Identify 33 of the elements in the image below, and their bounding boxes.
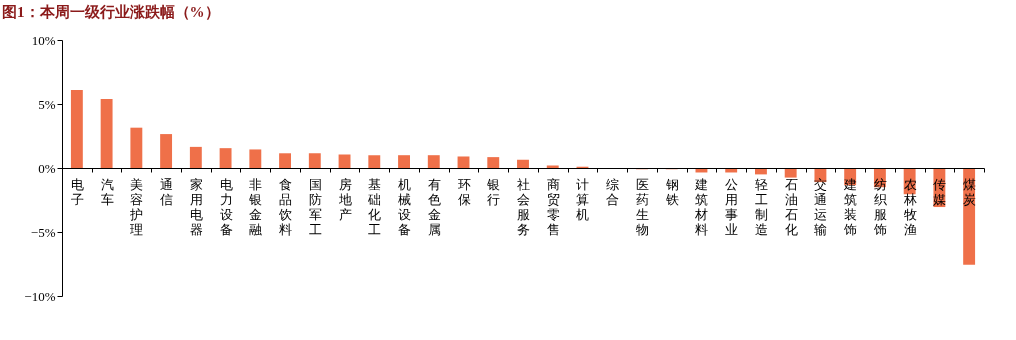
x-tick-label: 社会服务 — [517, 176, 530, 237]
x-tick-label: 电子 — [70, 176, 84, 207]
x-tick-label: 建筑材料 — [694, 176, 709, 237]
x-tick-label: 基础化工 — [367, 176, 382, 237]
x-tick-label: 环保 — [457, 176, 471, 207]
y-tick-label: 10% — [31, 32, 56, 48]
x-tick-label: 机械设备 — [398, 176, 412, 237]
y-tick-label: 5% — [38, 96, 56, 112]
x-tick-label: 公用事业 — [725, 176, 739, 237]
y-tick-label: −10% — [24, 288, 56, 304]
x-tick-label: 非银金融 — [248, 176, 263, 237]
x-tick-label: 国防军工 — [308, 176, 322, 237]
x-tick-label: 有色金属 — [427, 176, 441, 237]
x-tick-label: 传媒 — [933, 176, 947, 207]
y-tick-label: −5% — [30, 224, 56, 240]
x-tick-label: 家用电器 — [189, 176, 203, 237]
x-tick-label: 电力设备 — [219, 176, 233, 237]
x-tick-label: 钢铁 — [664, 176, 679, 207]
chart-title: 图1：本周一级行业涨跌幅（%） — [2, 4, 220, 20]
x-tick-label: 通信 — [160, 176, 174, 207]
x-tick-label: 房地产 — [337, 176, 352, 222]
x-tick-label: 食品饮料 — [278, 176, 293, 237]
x-tick-label: 计算机 — [576, 176, 590, 222]
x-tick-label: 综合 — [606, 176, 620, 207]
y-tick-label: 0% — [38, 160, 56, 176]
x-tick-label: 轻工制造 — [754, 176, 768, 237]
x-tick-label: 商贸零售 — [546, 176, 560, 237]
x-tick-label: 汽车 — [100, 176, 114, 207]
x-tick-label: 石油石化 — [784, 176, 798, 237]
x-tick-label: 医药生物 — [635, 176, 649, 237]
x-tick-label: 农林牧渔 — [902, 176, 917, 237]
x-tick-label: 美容护理 — [129, 176, 144, 237]
x-tick-label: 银行 — [486, 176, 501, 207]
